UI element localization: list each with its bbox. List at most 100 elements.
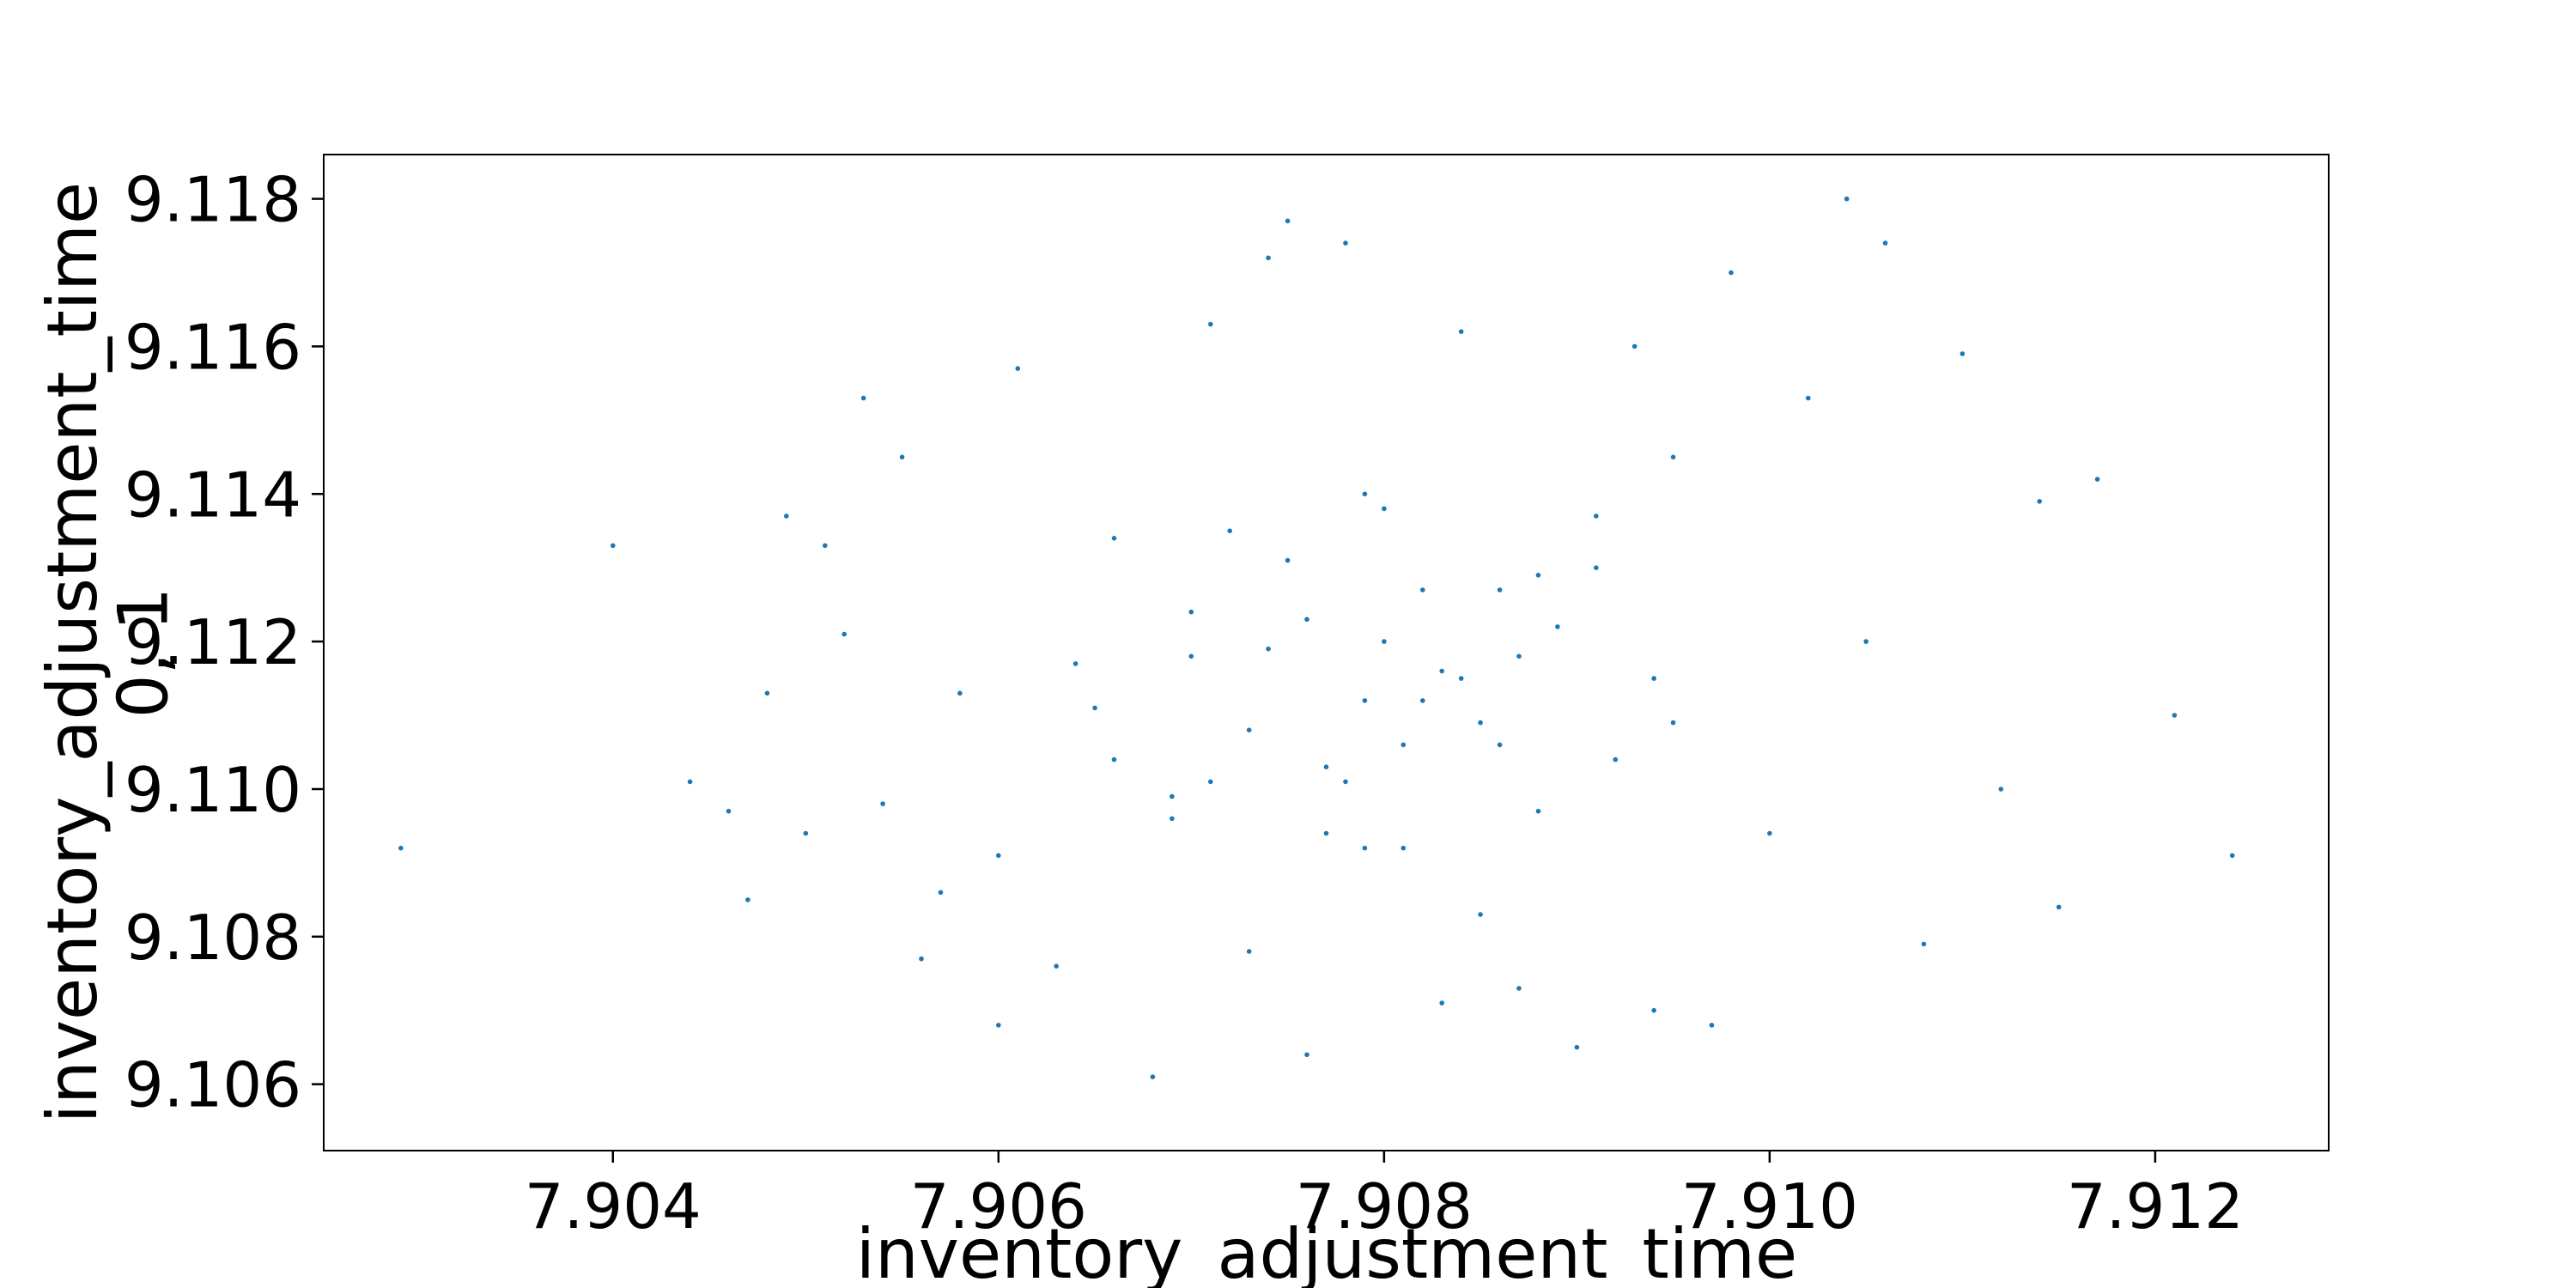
data-point	[1516, 986, 1522, 991]
data-point	[1054, 963, 1059, 969]
data-point	[1015, 366, 1021, 372]
data-point	[2037, 499, 2042, 504]
data-point	[938, 890, 944, 896]
data-point	[1998, 787, 2004, 792]
data-point	[1170, 793, 1175, 799]
data-point	[1304, 617, 1309, 623]
data-point	[919, 956, 924, 962]
data-point	[1863, 639, 1868, 644]
data-point	[1208, 779, 1213, 785]
y-tick-label: 9.114	[125, 459, 301, 531]
data-point	[1208, 321, 1213, 327]
y-tick-label: 9.112	[125, 606, 301, 678]
data-point	[1631, 343, 1637, 349]
data-points	[398, 196, 2235, 1079]
data-point	[1651, 676, 1656, 681]
data-point	[764, 690, 770, 696]
data-point	[398, 845, 404, 851]
data-point	[2056, 904, 2062, 910]
data-point	[1343, 779, 1348, 785]
plot-area	[323, 154, 2330, 1151]
data-point	[841, 631, 847, 637]
data-point	[1285, 218, 1291, 224]
data-point	[1323, 764, 1329, 769]
data-point	[687, 779, 693, 785]
x-tick-label: 7.908	[1296, 1170, 1473, 1242]
data-point	[1613, 756, 1619, 762]
data-point	[1535, 808, 1541, 814]
data-point	[1594, 513, 1599, 519]
data-point	[803, 830, 809, 836]
data-point	[1266, 255, 1271, 261]
data-point	[1420, 587, 1425, 592]
data-point	[1709, 1023, 1715, 1028]
data-point	[1420, 698, 1425, 703]
data-point	[1458, 676, 1464, 681]
data-point	[1670, 454, 1676, 460]
data-point	[1072, 661, 1078, 666]
data-point	[1806, 395, 1811, 401]
y-axis-label-line-2: 0, 1	[103, 587, 183, 719]
data-point	[996, 853, 1001, 859]
data-point	[1400, 845, 1406, 851]
data-point	[1304, 1052, 1309, 1058]
x-tick-label: 7.904	[525, 1170, 702, 1242]
data-point	[1246, 727, 1252, 732]
data-point	[1343, 240, 1348, 246]
data-point	[611, 543, 616, 549]
data-point	[1150, 1074, 1156, 1079]
data-point	[1844, 196, 1850, 202]
x-tick-label: 7.906	[910, 1170, 1087, 1242]
data-point	[1497, 587, 1503, 592]
y-tick-label: 9.108	[125, 902, 301, 974]
data-point	[1516, 653, 1522, 659]
data-point	[1478, 912, 1483, 917]
data-point	[1439, 668, 1444, 674]
data-point	[2229, 853, 2235, 859]
data-point	[1555, 624, 1560, 629]
data-point	[860, 395, 866, 401]
data-point	[1188, 653, 1194, 659]
y-tick-label: 9.116	[125, 311, 301, 383]
data-point	[1111, 536, 1117, 541]
data-point	[996, 1023, 1001, 1028]
data-point	[1959, 351, 1965, 356]
data-point	[1670, 720, 1676, 726]
data-point	[1227, 528, 1232, 533]
data-point	[1439, 1000, 1444, 1005]
data-point	[1362, 698, 1368, 703]
data-point	[784, 513, 789, 519]
y-axis-ticks: 9.106 9.108 9.110 9.112 9.114 9.116 9.118	[125, 164, 324, 1121]
data-point	[1594, 565, 1599, 570]
data-point	[957, 690, 963, 696]
data-point	[726, 808, 732, 814]
data-point	[1092, 705, 1097, 711]
data-point	[1728, 270, 1734, 276]
data-point	[1382, 506, 1387, 512]
x-axis-label: inventory_adjustment_time	[856, 1214, 1797, 1288]
data-point	[2094, 477, 2100, 482]
data-point	[1497, 742, 1503, 748]
data-point	[1285, 557, 1291, 563]
data-point	[745, 897, 750, 902]
data-point	[1111, 756, 1117, 762]
data-point	[1458, 329, 1464, 335]
y-tick-label: 9.118	[125, 164, 301, 236]
data-point	[2172, 713, 2178, 718]
data-point	[1382, 639, 1387, 644]
data-point	[899, 454, 905, 460]
data-point	[1767, 830, 1772, 836]
data-point	[1362, 845, 1368, 851]
x-tick-label: 7.910	[1681, 1170, 1858, 1242]
y-tick-label: 9.110	[125, 754, 301, 826]
y-tick-label: 9.106	[125, 1049, 301, 1121]
data-point	[1170, 816, 1175, 822]
y-axis-label-line-1: inventory_adjustment_time	[33, 182, 112, 1123]
data-point	[880, 801, 885, 806]
data-point	[1246, 949, 1252, 954]
data-point	[1362, 491, 1368, 497]
x-tick-label: 7.912	[2067, 1170, 2244, 1242]
data-point	[1266, 646, 1271, 652]
data-point	[1478, 720, 1483, 726]
